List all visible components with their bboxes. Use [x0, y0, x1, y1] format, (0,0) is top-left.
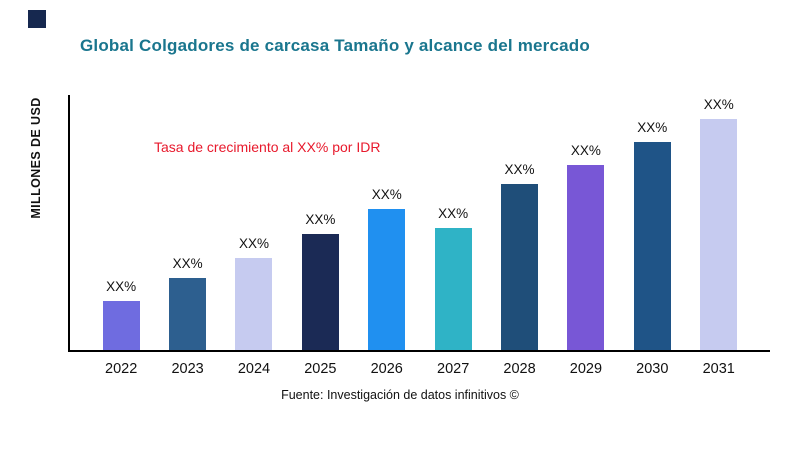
bar-2022 [102, 301, 140, 350]
bar-group-2030: XX% 2030 [633, 120, 671, 377]
bar-2031 [700, 119, 738, 350]
bar-value-label: XX% [637, 120, 668, 135]
bar-group-2023: XX% 2023 [169, 256, 207, 377]
bar-2030 [633, 142, 671, 350]
bar-value-label: XX% [504, 162, 535, 177]
bar-value-label: XX% [305, 212, 336, 227]
source-attribution: Fuente: Investigación de datos infinitiv… [281, 388, 519, 402]
bar-2023 [169, 278, 207, 350]
x-tick-2025: 2025 [304, 361, 337, 377]
bar-group-2029: XX% 2029 [567, 143, 605, 377]
y-axis-label: MILLONES DE USD [29, 97, 43, 219]
bar-2025 [301, 234, 339, 350]
bar-group-2025: XX% 2025 [301, 212, 339, 377]
bar-2024 [235, 258, 273, 350]
x-tick-2028: 2028 [503, 361, 536, 377]
growth-rate-annotation: Tasa de crecimiento al XX% por IDR [154, 139, 381, 155]
bar-2026 [368, 209, 406, 350]
bar-2027 [434, 228, 472, 350]
bar-2029 [567, 165, 605, 350]
bar-series: XX% 2022 XX% 2023 XX% 2024 XX% 2025 XX% 2026 XX% 20… [70, 95, 770, 377]
bar-value-label: XX% [106, 279, 137, 294]
bar-group-2027: XX% 2027 [434, 206, 472, 377]
bar-value-label: XX% [438, 206, 469, 221]
bar-group-2024: XX% 2024 [235, 236, 273, 377]
x-tick-2030: 2030 [636, 361, 669, 377]
chart-title: Global Colgadores de carcasa Tamaño y al… [80, 36, 590, 55]
brand-logo [28, 10, 46, 28]
bar-value-label: XX% [570, 143, 601, 158]
x-tick-2027: 2027 [437, 361, 470, 377]
bar-group-2028: XX% 2028 [501, 162, 539, 377]
bar-2028 [501, 184, 539, 350]
bar-group-2022: XX% 2022 [102, 279, 140, 377]
bar-value-label: XX% [238, 236, 269, 251]
bar-group-2031: XX% 2031 [700, 97, 738, 377]
x-tick-2024: 2024 [237, 361, 271, 377]
bar-value-label: XX% [172, 256, 203, 271]
bar-value-label: XX% [371, 187, 402, 202]
x-tick-2026: 2026 [370, 361, 403, 377]
x-tick-2029: 2029 [569, 361, 603, 377]
x-tick-2022: 2022 [105, 361, 138, 377]
bar-value-label: XX% [703, 97, 734, 112]
x-tick-2023: 2023 [171, 361, 204, 377]
x-tick-2031: 2031 [702, 361, 735, 377]
chart-plot-area: Tasa de crecimiento al XX% por IDR XX% 20… [68, 95, 770, 377]
bar-group-2026: XX% 2026 [368, 187, 406, 377]
